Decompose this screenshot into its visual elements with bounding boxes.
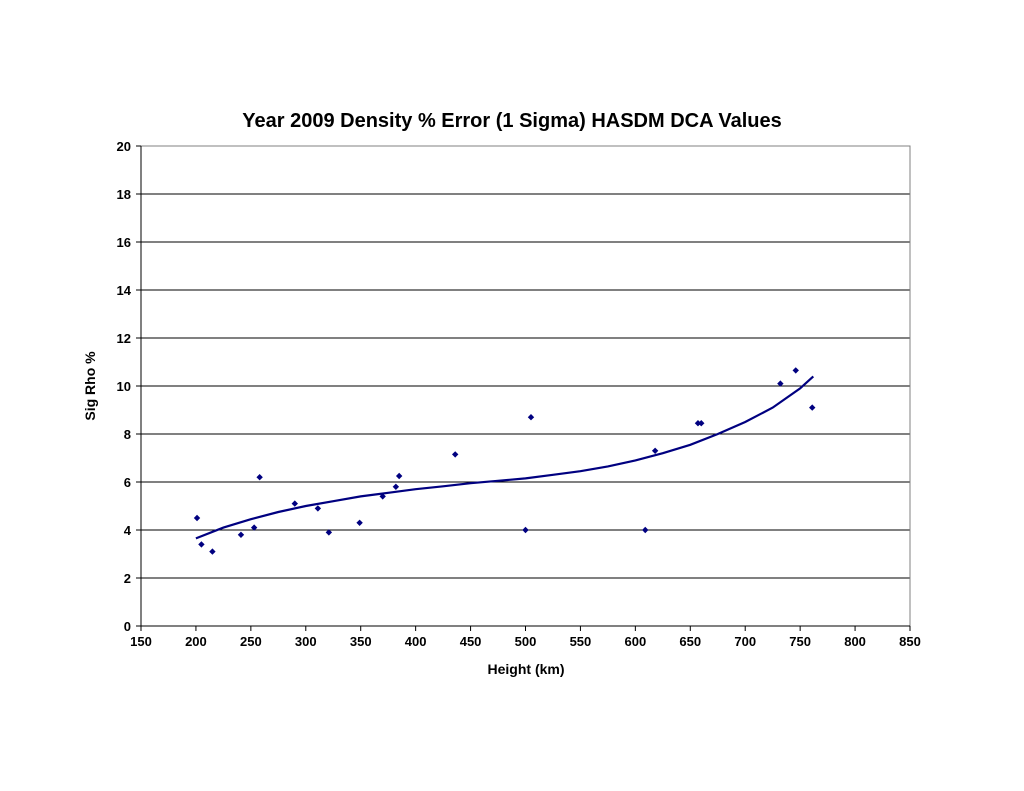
y-tick-label-2: 2 — [124, 571, 131, 586]
x-tick-label-400: 400 — [405, 634, 427, 649]
y-tick-label-14: 14 — [117, 283, 132, 298]
data-point-2 — [209, 548, 216, 555]
data-point-15 — [527, 414, 535, 421]
data-point-20 — [777, 380, 784, 387]
y-tick-label-0: 0 — [124, 619, 131, 634]
series-group — [193, 367, 816, 555]
y-axis-label: Sig Rho % — [82, 351, 98, 421]
data-point-21 — [792, 367, 799, 374]
x-tick-label-450: 450 — [460, 634, 482, 649]
data-point-17 — [651, 447, 659, 454]
x-tick-label-500: 500 — [515, 634, 537, 649]
y-axis-ticks: 0 2 4 6 8 10 12 14 16 18 20 — [117, 139, 141, 634]
y-tick-label-18: 18 — [117, 187, 131, 202]
y-tick-label-8: 8 — [124, 427, 131, 442]
y-tick-label-16: 16 — [117, 235, 131, 250]
x-tick-label-300: 300 — [295, 634, 317, 649]
x-tick-label-600: 600 — [625, 634, 647, 649]
data-point-16 — [642, 526, 649, 534]
data-point-19 — [698, 420, 705, 427]
data-point-6 — [291, 500, 298, 507]
trend-line — [195, 375, 815, 540]
data-point-7 — [314, 505, 322, 512]
x-tick-label-150: 150 — [130, 634, 152, 649]
data-point-22 — [809, 404, 816, 411]
data-point-13 — [451, 451, 459, 458]
y-tick-label-20: 20 — [117, 139, 131, 154]
x-tick-label-750: 750 — [789, 634, 811, 649]
data-point-9 — [356, 519, 363, 526]
chart-title: Year 2009 Density % Error (1 Sigma) HASD… — [242, 110, 781, 132]
x-axis-label: Height (km) — [488, 661, 565, 677]
y-tick-label-6: 6 — [124, 475, 131, 490]
data-point-1 — [198, 541, 205, 548]
data-point-12 — [395, 472, 403, 480]
data-point-4 — [250, 524, 258, 531]
data-point-5 — [256, 474, 263, 481]
data-point-3 — [237, 531, 245, 538]
x-tick-label-250: 250 — [240, 634, 262, 649]
data-point-14 — [522, 526, 529, 534]
data-point-8 — [325, 529, 333, 536]
x-axis-ticks: 150 200 250 300 350 400 450 500 550 600 650 700 750 8… — [130, 626, 921, 649]
x-tick-label-800: 800 — [844, 634, 866, 649]
x-tick-label-200: 200 — [185, 634, 207, 649]
data-point-18 — [694, 420, 702, 427]
data-point-10 — [379, 493, 386, 500]
x-tick-label-650: 650 — [679, 634, 701, 649]
grid-lines — [141, 145, 910, 579]
x-tick-label-350: 350 — [350, 634, 372, 649]
data-point-0 — [193, 514, 201, 522]
data-point-11 — [392, 483, 400, 490]
x-tick-label-850: 850 — [899, 634, 921, 649]
y-tick-label-4: 4 — [124, 523, 132, 538]
x-tick-label-700: 700 — [734, 634, 756, 649]
x-tick-label-550: 550 — [570, 634, 592, 649]
y-tick-label-10: 10 — [117, 379, 131, 394]
y-tick-label-12: 12 — [117, 331, 131, 346]
